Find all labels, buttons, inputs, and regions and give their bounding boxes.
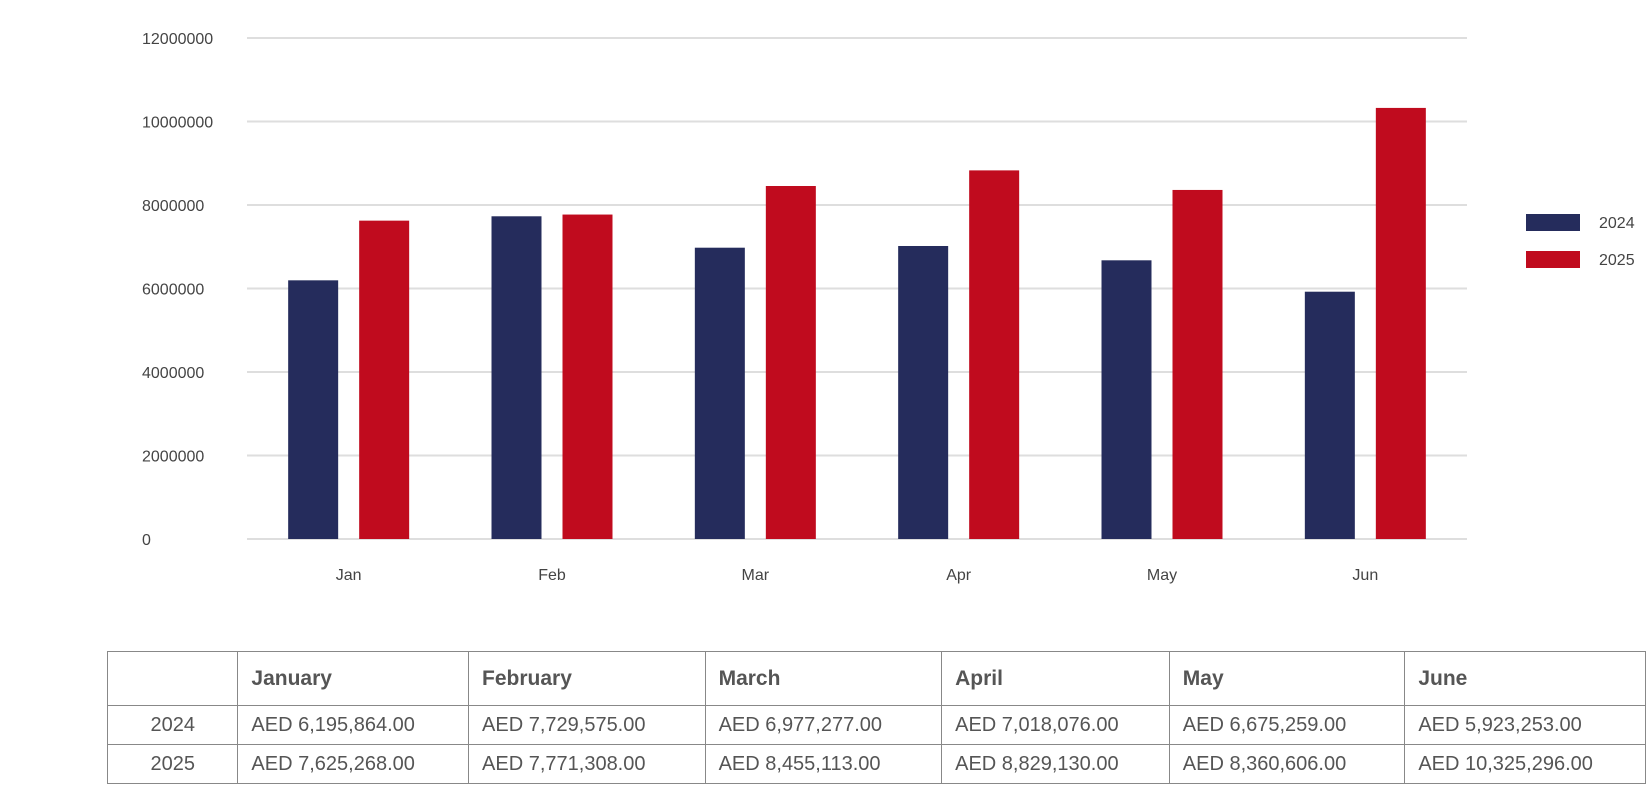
data-table: January February March April May June 20… <box>106 651 1646 784</box>
column-header: February <box>468 651 706 706</box>
table-cell: AED 8,360,606.00 <box>1168 744 1406 784</box>
table-cell: AED 7,729,575.00 <box>468 705 706 745</box>
x-tick-label: May <box>1147 567 1177 584</box>
table-cell: AED 6,195,864.00 <box>237 705 470 745</box>
bar-2025-apr <box>969 170 1020 539</box>
y-tick-label: 8000000 <box>142 198 204 215</box>
bar-2024-jun <box>1304 291 1355 539</box>
y-tick-label: 10000000 <box>142 115 213 132</box>
legend-swatch-2024 <box>1526 214 1580 231</box>
table-row: 2025 AED 7,625,268.00 AED 7,771,308.00 A… <box>106 744 1646 784</box>
table-cell: AED 5,923,253.00 <box>1404 705 1646 745</box>
column-header: May <box>1168 651 1406 706</box>
x-tick-label: Mar <box>742 567 770 584</box>
y-tick-label: 4000000 <box>142 365 204 382</box>
bar-2025-feb <box>562 214 613 539</box>
x-axis-ticks: Jan Feb Mar Apr May Jun <box>336 567 1378 584</box>
table-row: 2024 AED 6,195,864.00 AED 7,729,575.00 A… <box>106 705 1646 745</box>
row-year-label: 2025 <box>106 744 239 784</box>
bar-2025-jun <box>1375 107 1426 540</box>
bar-2025-may <box>1172 189 1223 539</box>
column-header: January <box>237 651 470 706</box>
table-cell: AED 7,018,076.00 <box>941 705 1170 745</box>
y-tick-label: 0 <box>142 532 151 549</box>
table-cell: AED 7,625,268.00 <box>237 744 470 784</box>
x-tick-label: Jan <box>336 567 362 584</box>
table-cell: AED 6,977,277.00 <box>704 705 943 745</box>
table-cell: AED 8,455,113.00 <box>704 744 943 784</box>
bar-2024-may <box>1101 260 1152 539</box>
column-header: March <box>704 651 943 706</box>
x-tick-label: Jun <box>1352 567 1378 584</box>
table-cell: AED 8,829,130.00 <box>941 744 1170 784</box>
bar-2024-feb <box>491 216 542 540</box>
table-corner-cell <box>106 651 239 706</box>
legend-label: 2024 <box>1599 215 1635 232</box>
legend: 2024 2025 <box>1526 214 1635 269</box>
table-cell: AED 7,771,308.00 <box>468 744 706 784</box>
bar-2025-mar <box>765 185 816 540</box>
row-year-label: 2024 <box>106 705 239 745</box>
y-axis-ticks: 0 2000000 4000000 6000000 8000000 10000000 120… <box>142 31 213 549</box>
column-header: June <box>1404 651 1646 706</box>
table-header-row: January February March April May June <box>106 651 1646 706</box>
bars <box>288 107 1426 540</box>
y-tick-label: 6000000 <box>142 282 204 299</box>
bar-2025-jan <box>359 220 410 539</box>
table-cell: AED 10,325,296.00 <box>1404 744 1646 784</box>
x-tick-label: Apr <box>946 567 972 584</box>
grid-lines <box>247 37 1467 540</box>
table-cell: AED 6,675,259.00 <box>1168 705 1406 745</box>
y-tick-label: 12000000 <box>142 31 213 48</box>
bar-chart: 0 2000000 4000000 6000000 8000000 10000000 120… <box>142 31 1635 584</box>
y-tick-label: 2000000 <box>142 449 204 466</box>
x-tick-label: Feb <box>538 567 566 584</box>
bar-2024-jan <box>288 280 339 539</box>
column-header: April <box>941 651 1170 706</box>
bar-2024-apr <box>898 245 949 539</box>
legend-swatch-2025 <box>1526 251 1580 268</box>
legend-label: 2025 <box>1599 252 1635 269</box>
bar-2024-mar <box>694 247 745 540</box>
